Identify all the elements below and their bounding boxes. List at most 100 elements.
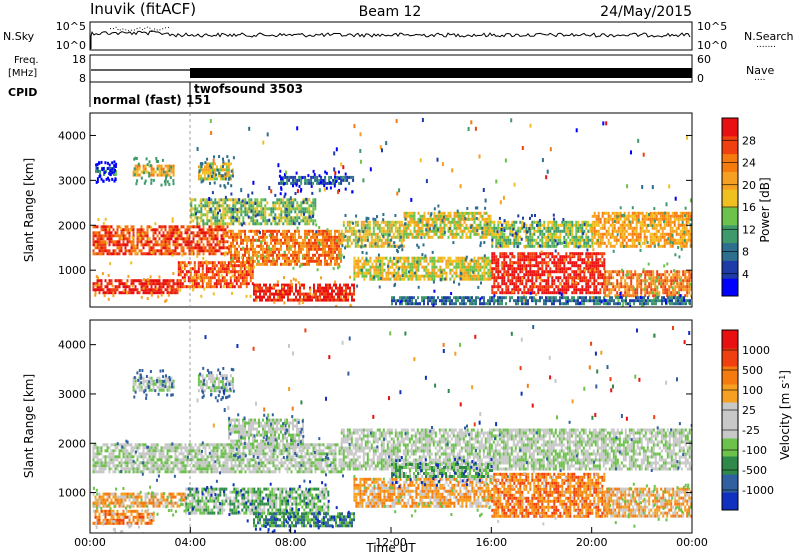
heatmap-cell [276, 263, 278, 266]
heatmap-cell [389, 221, 391, 224]
heatmap-cell [97, 180, 99, 183]
heatmap-cell [427, 278, 429, 281]
heatmap-cell [97, 288, 99, 291]
heatmap-cell [294, 263, 296, 266]
heatmap-cell [361, 227, 363, 230]
heatmap-cell [316, 251, 318, 254]
heatmap-cell [545, 270, 547, 273]
heatmap-cell [567, 261, 569, 264]
heatmap-cell [244, 279, 246, 282]
heatmap-cell [316, 236, 318, 239]
heatmap-cell [464, 221, 466, 224]
heatmap-cell [268, 254, 270, 257]
heatmap-cell [347, 293, 349, 296]
heatmap-cell [121, 282, 123, 285]
heatmap-cell [232, 285, 234, 288]
heatmap-cell [272, 230, 274, 233]
heatmap-cell [349, 239, 351, 242]
heatmap-cell [265, 293, 267, 296]
heatmap-cell [161, 225, 163, 228]
heatmap-cell [155, 237, 157, 240]
heatmap-cell [174, 235, 176, 238]
heatmap-cell [377, 269, 379, 272]
heatmap-cell [453, 260, 455, 263]
heatmap-cell [499, 239, 501, 242]
heatmap-cell [393, 284, 395, 287]
heatmap-cell [161, 294, 163, 297]
heatmap-cell [672, 245, 674, 248]
heatmap-cell [306, 236, 308, 239]
heatmap-cell [196, 285, 198, 288]
heatmap-cell [595, 261, 597, 264]
heatmap-cell [573, 245, 575, 248]
heatmap-cell [474, 233, 476, 236]
heatmap-cell [525, 270, 527, 273]
date-title: 24/May/2015 [600, 4, 692, 20]
heatmap-cell [105, 225, 107, 228]
heatmap-cell [215, 237, 217, 240]
heatmap-cell [165, 240, 167, 243]
heatmap-cell [238, 254, 240, 257]
heatmap-cell [379, 286, 381, 289]
heatmap-cell [601, 282, 603, 285]
heatmap-cell [539, 267, 541, 270]
heatmap-cell [676, 230, 678, 233]
heatmap-cell [175, 225, 177, 228]
heatmap-cell [663, 220, 665, 223]
heatmap-cell [449, 263, 451, 266]
heatmap-cell [662, 227, 664, 230]
heatmap-cell [308, 260, 310, 263]
heatmap-cell [545, 261, 547, 264]
heatmap-cell [280, 263, 282, 266]
heatmap-cell [591, 291, 593, 294]
heatmap-cell [606, 245, 608, 248]
heatmap-cell [252, 245, 254, 248]
heatmap-cell [157, 243, 159, 246]
heatmap-cell [359, 266, 361, 269]
heatmap-cell [95, 240, 97, 243]
heatmap-cell [638, 236, 640, 239]
heatmap-cell [495, 291, 497, 294]
heatmap-cell [177, 243, 179, 246]
heatmap-cell [147, 163, 149, 166]
heatmap-cell [417, 269, 419, 272]
heatmap-cell [246, 245, 248, 248]
heatmap-cell [547, 282, 549, 285]
heatmap-cell [377, 224, 379, 227]
heatmap-cell [612, 221, 614, 224]
heatmap-cell [519, 288, 521, 291]
heatmap-cell [187, 243, 189, 246]
heatmap-cell [200, 285, 202, 288]
heatmap-cell [529, 267, 531, 270]
heatmap-cell [117, 234, 119, 237]
heatmap-cell [385, 278, 387, 281]
heatmap-cell [367, 260, 369, 263]
heatmap-cell [328, 236, 330, 239]
heatmap-cell [149, 243, 151, 246]
heatmap-cell [223, 235, 225, 238]
heatmap-cell [682, 233, 684, 236]
heatmap-cell [628, 285, 630, 288]
heatmap-cell [365, 224, 367, 227]
heatmap-cell [303, 284, 305, 287]
heatmap-cell [690, 239, 692, 242]
heatmap-cell [161, 171, 163, 174]
heatmap-cell [597, 239, 599, 242]
heatmap-cell [119, 282, 121, 285]
heatmap-cell [614, 224, 616, 227]
heatmap-cell [633, 287, 635, 290]
heatmap-cell [547, 230, 549, 233]
heatmap-cell [589, 245, 591, 248]
heatmap-cell [592, 221, 594, 224]
heatmap-cell [125, 249, 127, 252]
heatmap-cell [343, 284, 345, 287]
heatmap-cell [522, 217, 524, 220]
heatmap-cell [356, 285, 358, 288]
heatmap-cell [365, 269, 367, 272]
heatmap-cell [141, 171, 143, 174]
heatmap-cell [457, 266, 459, 269]
heatmap-cell [630, 239, 632, 242]
heatmap-cell [291, 287, 293, 290]
heatmap-cell [620, 285, 622, 288]
heatmap-cell [388, 243, 390, 246]
